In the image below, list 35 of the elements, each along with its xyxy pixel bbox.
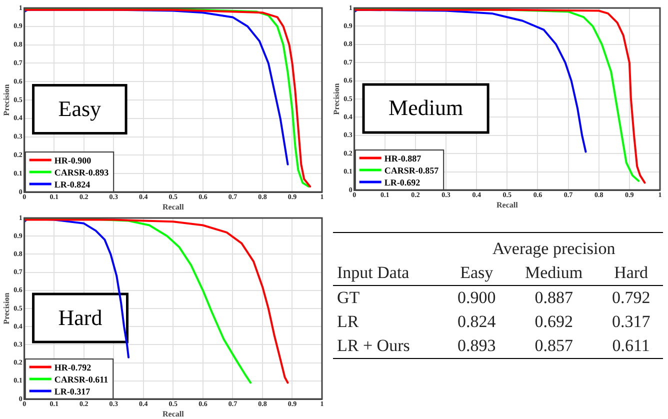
data-label: 0.824 xyxy=(456,311,497,333)
y-tick-label: LR + Ours xyxy=(333,334,445,358)
y-axis-title: Precision xyxy=(332,82,341,115)
x-axis-title: Recall xyxy=(496,200,519,210)
text: Medium xyxy=(388,95,464,120)
data-label: 0.893 xyxy=(444,334,509,358)
y-axis-title: Precision xyxy=(2,84,11,116)
text: Hard xyxy=(58,304,102,330)
legend-label: LR-0.317 xyxy=(54,386,91,396)
legend-label: CARSR-0.893 xyxy=(54,167,110,178)
legend-label: CARSR-0.857 xyxy=(384,165,440,176)
x-tick-label: Easy xyxy=(444,261,509,286)
x-tick-label: Hard xyxy=(599,261,663,286)
x-axis-title: Recall xyxy=(162,409,185,418)
legend-label: CARSR-0.611 xyxy=(54,374,109,384)
legend-label: LR-0.692 xyxy=(384,177,421,188)
data-label: 0.887 xyxy=(534,287,574,309)
data-label: 0.792 xyxy=(610,287,652,309)
data-label: 0.900 xyxy=(456,287,497,309)
data-label: 0.611 xyxy=(599,334,663,358)
y-axis-title: Input Data xyxy=(333,261,445,286)
x-tick-label: Medium xyxy=(508,261,600,286)
y-tick-label: LR xyxy=(336,311,360,333)
data-label: 0.857 xyxy=(508,334,600,358)
legend-label: HR-0.887 xyxy=(384,153,422,164)
y-tick-label: GT xyxy=(336,287,361,309)
legend-label: HR-0.792 xyxy=(54,362,92,372)
data-label: 0.317 xyxy=(610,311,652,333)
x-axis-title: Recall xyxy=(162,202,185,212)
data-label: 0.692 xyxy=(534,311,574,333)
y-axis-title: Precision xyxy=(2,292,11,324)
legend-label: HR-0.900 xyxy=(54,155,92,166)
chart-title: Average precision xyxy=(444,232,663,261)
legend-label: LR-0.824 xyxy=(54,179,91,190)
text: Easy xyxy=(58,96,102,122)
